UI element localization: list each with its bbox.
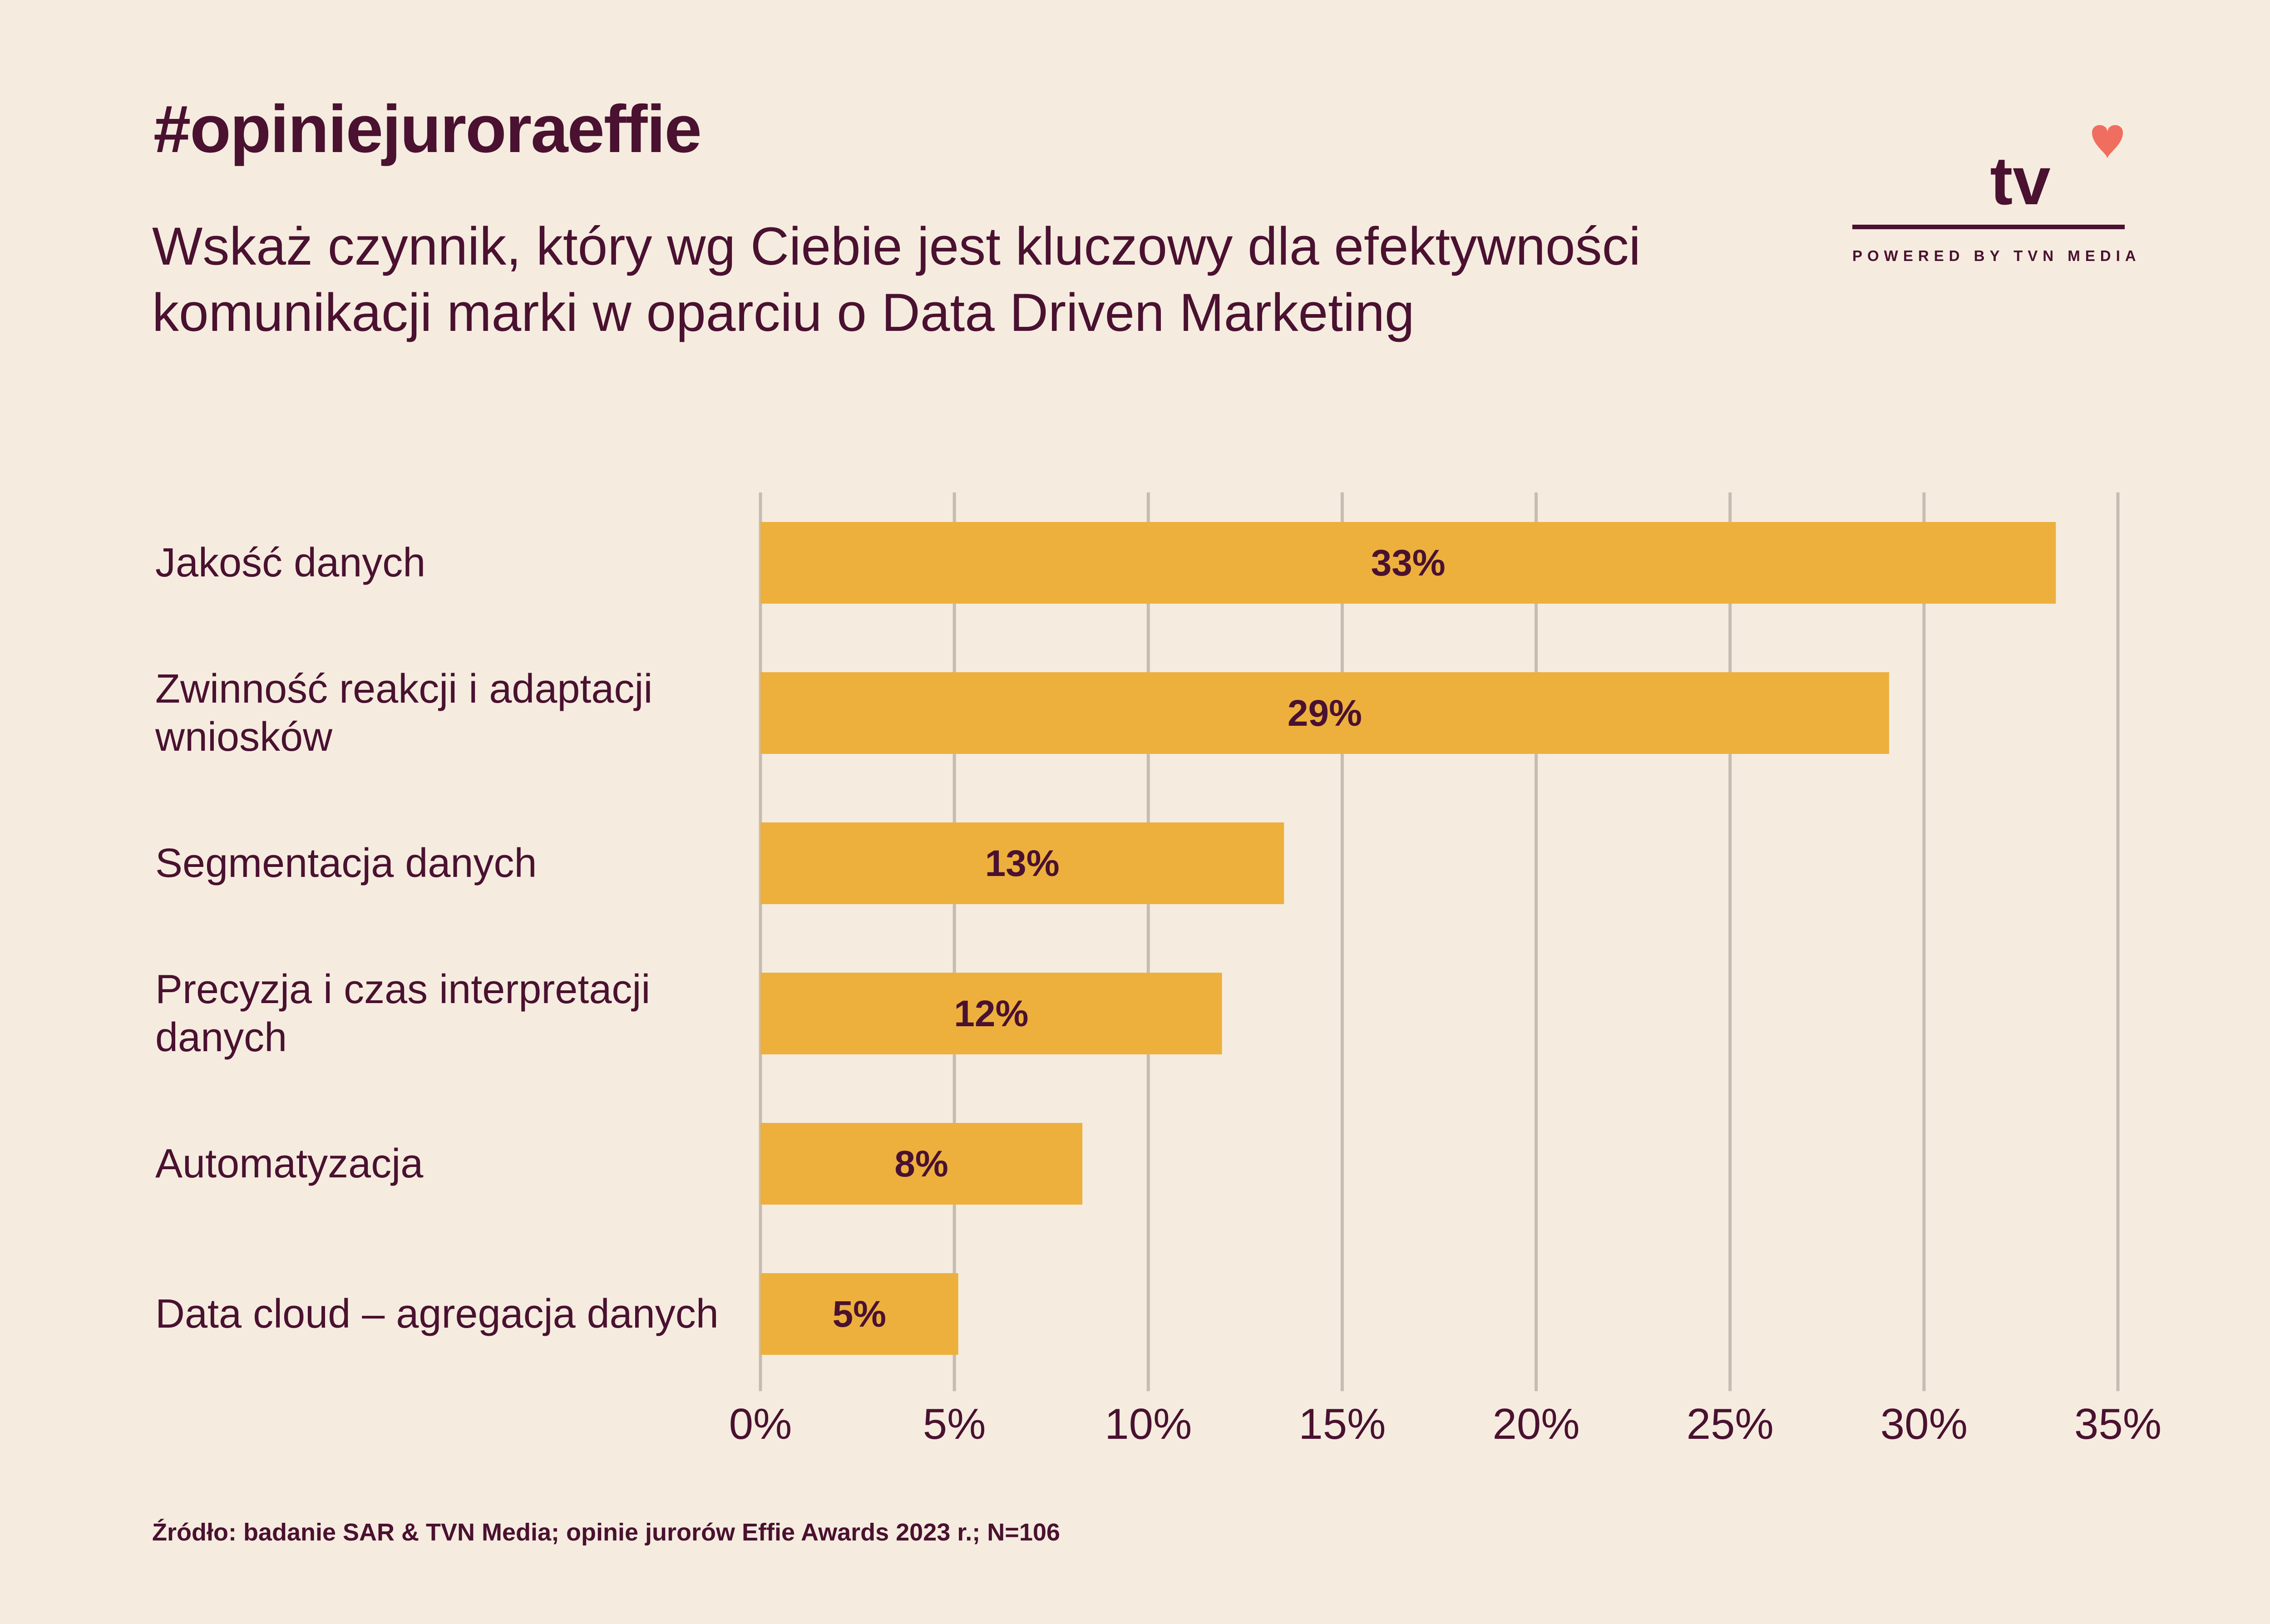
category-label: Precyzja i czas interpretacji danych	[155, 967, 651, 1060]
x-tick-label: 35%	[2074, 1400, 2161, 1448]
page-title: #opiniejuroraeffie	[153, 92, 702, 167]
category-label: Automatyzacja	[155, 1141, 424, 1186]
category-label: Segmentacja danych	[155, 841, 537, 886]
x-tick-label: 25%	[1687, 1400, 1774, 1448]
x-tick-label: 0%	[729, 1400, 792, 1448]
x-tick-label: 10%	[1105, 1400, 1192, 1448]
bar	[760, 522, 2056, 604]
x-tick-label: 5%	[923, 1400, 986, 1448]
bar	[760, 822, 1284, 904]
heart-icon	[2092, 125, 2123, 159]
logo-text: tv	[1990, 143, 2050, 219]
bar-value-label: 29%	[1288, 693, 1362, 734]
source-note: Źródło: badanie SAR & TVN Media; opinie …	[152, 1519, 1060, 1546]
tvn-logo: tv	[1852, 125, 2125, 229]
bar	[760, 1273, 958, 1355]
x-tick-label: 30%	[1880, 1400, 1968, 1448]
bar-value-label: 12%	[954, 993, 1028, 1034]
bar	[760, 973, 1222, 1054]
powered-by-text: POWERED BY TVN MEDIA	[1852, 247, 2141, 264]
x-tick-label: 15%	[1298, 1400, 1386, 1448]
bar-value-label: 13%	[985, 843, 1060, 884]
chart-question: Wskaż czynnik, który wg Ciebie jest kluc…	[152, 217, 1641, 343]
category-label: Zwinność reakcji i adaptacji wniosków	[155, 666, 653, 760]
bar-value-label: 33%	[1371, 542, 1446, 584]
bar-value-label: 5%	[833, 1294, 887, 1335]
category-label: Data cloud – agregacja danych	[155, 1291, 719, 1337]
logo-divider	[1852, 225, 2125, 229]
bar	[760, 1123, 1083, 1205]
category-label: Jakość danych	[155, 540, 426, 586]
bar	[760, 672, 1889, 754]
x-tick-label: 20%	[1493, 1400, 1580, 1448]
bar-value-label: 8%	[894, 1143, 948, 1185]
